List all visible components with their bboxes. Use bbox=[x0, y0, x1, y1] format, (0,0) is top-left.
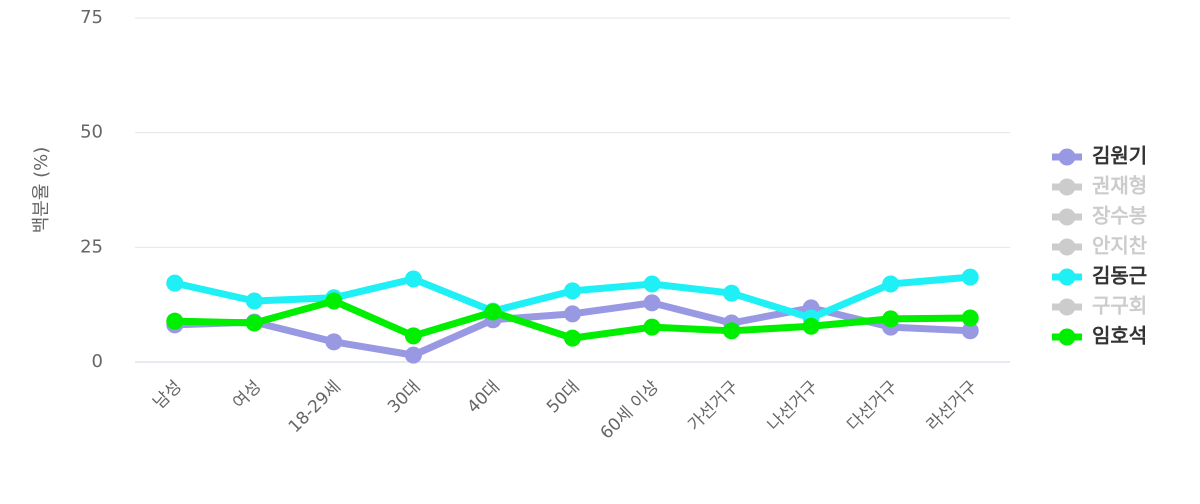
data-point bbox=[166, 312, 184, 330]
x-tick-label: 40대 bbox=[464, 377, 505, 418]
data-point bbox=[961, 309, 979, 327]
legend-symbol bbox=[1058, 148, 1076, 166]
data-point bbox=[325, 333, 343, 351]
legend-symbol bbox=[1058, 238, 1076, 256]
y-tick-label: 25 bbox=[80, 236, 103, 257]
data-point bbox=[245, 314, 263, 332]
legend-symbol bbox=[1058, 208, 1076, 226]
legend-label[interactable]: 김동근 bbox=[1092, 264, 1147, 288]
legend-label[interactable]: 임호석 bbox=[1092, 324, 1147, 348]
y-tick-label: 0 bbox=[92, 351, 103, 372]
legend-symbol bbox=[1058, 298, 1076, 316]
data-point bbox=[643, 318, 661, 336]
legend-symbol bbox=[1058, 268, 1076, 286]
data-point bbox=[882, 275, 900, 293]
legend-label[interactable]: 구구회 bbox=[1092, 294, 1147, 318]
legend-label[interactable]: 권재형 bbox=[1092, 174, 1147, 198]
data-point bbox=[404, 346, 422, 364]
x-tick-label: 나선거구 bbox=[764, 377, 822, 435]
x-tick-label: 다선거구 bbox=[843, 377, 901, 435]
data-point bbox=[723, 284, 741, 302]
x-tick-label: 여성 bbox=[229, 377, 265, 413]
data-point bbox=[961, 268, 979, 286]
x-tick-label: 라선거구 bbox=[923, 377, 981, 435]
legend-label[interactable]: 안지찬 bbox=[1092, 234, 1148, 258]
y-tick-label: 50 bbox=[80, 122, 103, 143]
data-point bbox=[882, 310, 900, 328]
data-point bbox=[325, 292, 343, 310]
data-point bbox=[484, 303, 502, 321]
y-axis-label: 백분율 (%) bbox=[31, 147, 52, 234]
x-tick-label: 가선거구 bbox=[684, 377, 742, 435]
legend-label[interactable]: 김원기 bbox=[1092, 144, 1147, 168]
legend-symbol bbox=[1058, 328, 1076, 346]
data-point bbox=[643, 294, 661, 312]
data-point bbox=[961, 322, 979, 340]
data-point bbox=[404, 270, 422, 288]
data-point bbox=[404, 327, 422, 345]
data-point bbox=[802, 317, 820, 335]
x-tick-label: 18-29세 bbox=[285, 377, 345, 437]
data-point bbox=[245, 292, 263, 310]
data-point bbox=[564, 329, 581, 347]
x-tick-label: 남성 bbox=[150, 377, 186, 413]
data-point bbox=[564, 305, 581, 323]
legend-symbol bbox=[1058, 178, 1076, 196]
legend-label[interactable]: 장수봉 bbox=[1092, 204, 1147, 228]
data-point bbox=[564, 282, 581, 300]
data-point bbox=[643, 275, 661, 293]
data-point bbox=[723, 322, 741, 340]
x-tick-label: 50대 bbox=[543, 377, 584, 418]
x-tick-label: 60세 이상 bbox=[597, 377, 664, 444]
x-tick-label: 30대 bbox=[384, 377, 425, 418]
data-point bbox=[166, 274, 184, 292]
y-tick-label: 75 bbox=[80, 7, 103, 28]
